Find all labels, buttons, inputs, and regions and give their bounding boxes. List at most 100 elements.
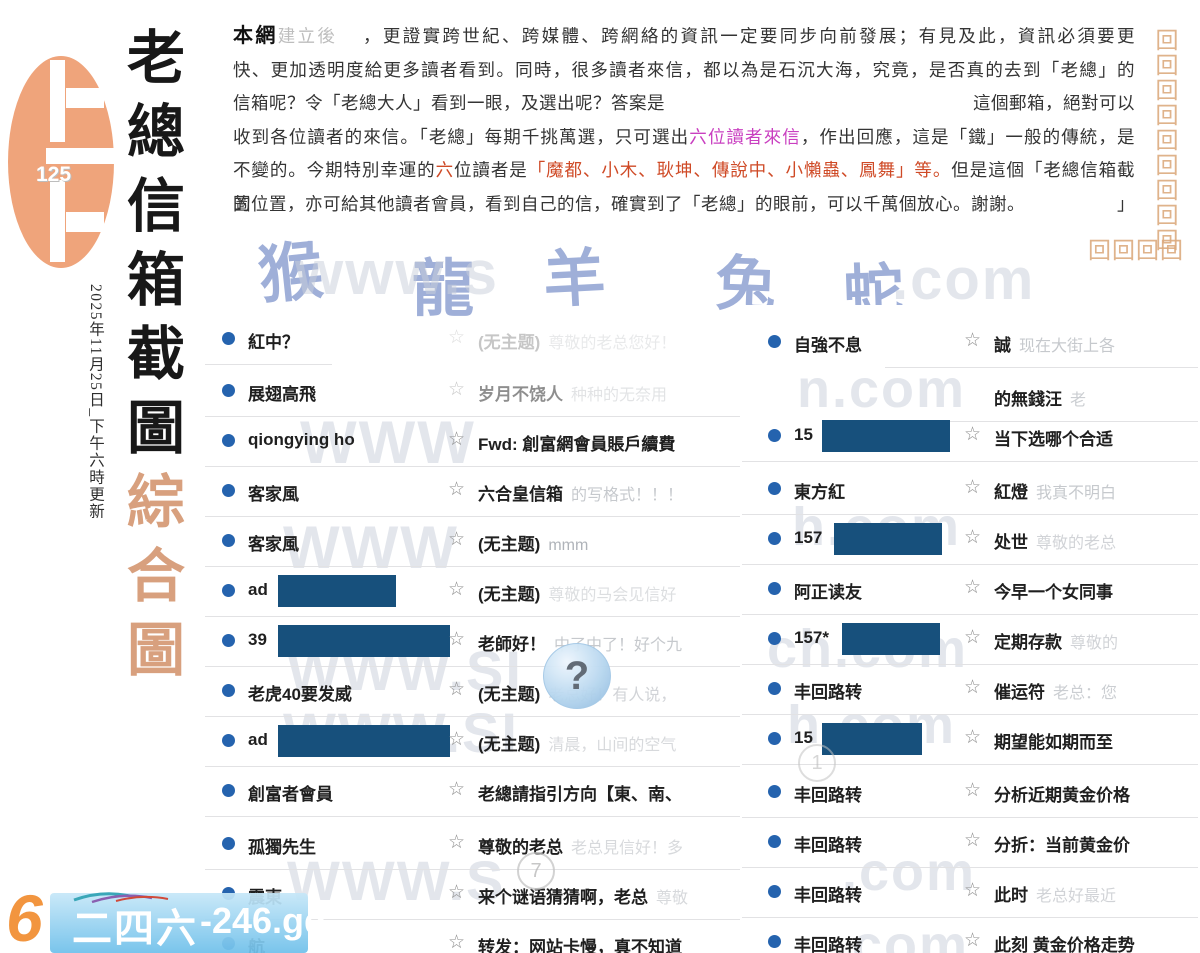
star-icon[interactable]: ☆ [448, 529, 466, 550]
star-icon[interactable]: ☆ [448, 429, 466, 450]
title-char: 截 [126, 322, 185, 387]
mail-subject: 老師好！ [478, 635, 546, 654]
mail-row[interactable]: 阿正读友 ☆ 今早一个女同事 [742, 565, 1200, 615]
mail-subject-line: 誠现在大街上各 [994, 331, 1115, 356]
star-icon[interactable]: ☆ [964, 830, 982, 851]
mail-row[interactable]: 客家風 ☆ 六合皇信箱 的写格式！！！ [205, 467, 742, 517]
row-separator [205, 919, 740, 920]
row-separator [205, 716, 740, 717]
mail-sender: qiongying ho [248, 430, 355, 449]
mail-subject-line: 今早一个女同事 [994, 578, 1113, 603]
unread-dot [222, 384, 235, 397]
mail-row[interactable]: 紅中？ ☆ (无主题) 尊敬的老总您好！ [205, 315, 742, 365]
unread-dot [222, 332, 235, 345]
star-icon[interactable]: ☆ [448, 327, 466, 348]
mail-row[interactable]: qiongying ho ☆ Fwd: 創富網會員賬戶續費 [205, 417, 742, 467]
mail-subject: Fwd: 創富網會員賬戶續費 [478, 435, 676, 454]
row-separator [205, 566, 740, 567]
star-icon[interactable]: ☆ [448, 932, 466, 953]
mail-subject: 此时 [994, 886, 1028, 905]
logo-chinese-name: 二四六 [72, 906, 198, 951]
mail-subject-line: 此时 老总好最近 [994, 881, 1116, 906]
unread-dot [222, 584, 235, 597]
mail-row[interactable]: 15 ☆ 当下选哪个合适 [742, 412, 1200, 462]
mail-preview: 老总見信好！多 [571, 840, 684, 857]
mail-preview: 种种的无奈用 [571, 387, 668, 404]
star-icon[interactable]: ☆ [964, 477, 982, 498]
star-icon[interactable]: ☆ [964, 424, 982, 445]
mail-preview: 尊敬的老总您好！ [548, 335, 677, 352]
logo-brush-strokes [73, 892, 169, 904]
unread-dot [768, 885, 781, 898]
row-separator [205, 766, 740, 767]
mail-sender: 157* [794, 628, 829, 647]
star-icon[interactable]: ☆ [448, 679, 466, 700]
mail-row[interactable]: 東方紅 ☆ 紅燈 我真不明白 [742, 465, 1200, 515]
star-icon[interactable]: ☆ [448, 832, 466, 853]
star-icon[interactable]: ☆ [964, 527, 982, 548]
site-logo-246gd[interactable]: 6 二四六 -246.gd [0, 881, 326, 953]
star-icon[interactable]: ☆ [964, 330, 982, 351]
star-icon[interactable]: ☆ [964, 930, 982, 951]
mail-subject-line: Fwd: 創富網會員賬戶續費 [478, 430, 675, 455]
mail-sender: 紅中？ [248, 333, 299, 352]
mail-subject: 来个谜语猜猜啊，老总 [478, 888, 648, 907]
meander-glyph: 回 [1155, 177, 1179, 203]
mail-row[interactable]: 丰回路转 ☆ 催运符 老总：您 [742, 665, 1200, 715]
unread-dot [768, 632, 781, 645]
star-icon[interactable]: ☆ [964, 627, 982, 648]
zodiac-char-龍: 龍 [412, 256, 475, 324]
meander-glyph: 回 [1155, 127, 1179, 153]
lucky-readers-names: 「魔都、小木、耿坤、傳說中、小懶蟲、鳳舞」等。 [527, 160, 952, 181]
mail-row[interactable]: 丰回路转 ☆ 分折：当前黄金价 [742, 818, 1200, 868]
mail-subject: 岁月不饶人 [478, 385, 563, 404]
mail-row[interactable]: 15 ☆ 期望能如期而至 [742, 715, 1200, 765]
mail-row[interactable]: 客家風 ☆ (无主题) mmm [205, 517, 742, 567]
vertical-page-title: 老總信箱截圖綜合圖 [118, 22, 194, 688]
mail-row[interactable]: 157* ☆ 定期存款 尊敬的 [742, 615, 1200, 665]
mail-sender: 孤獨先生 [248, 838, 316, 857]
mail-row[interactable]: 丰回路转 ☆ 此刻 黄金价格走势 [742, 918, 1200, 953]
mail-subject: (无主题) [478, 685, 541, 704]
mail-row[interactable]: 孤獨先生 ☆ 尊敬的老总 老总見信好！多 [205, 820, 742, 870]
intro-bold-prefix: 本網 [233, 25, 278, 47]
mail-sender: 15 [794, 425, 813, 444]
mail-row[interactable]: 創富者會員 ☆ 老總請指引方向【東、南、 [205, 767, 742, 817]
mail-row[interactable]: 157 ☆ 处世 尊敬的老总 [742, 515, 1200, 565]
mail-sender: 丰回路转 [794, 786, 862, 805]
mail-sender: 客家風 [248, 485, 299, 504]
mail-row[interactable]: 自強不息 ☆ 誠现在大街上各 [742, 318, 1200, 368]
star-icon[interactable]: ☆ [448, 579, 466, 600]
intro-line-5: 不變的。今期特別幸運的六位讀者是「魔都、小木、耿坤、傳說中、小懶蟲、鳳舞」等。但… [233, 154, 1135, 214]
mail-row[interactable]: ad ☆ (无主题) 尊敬的马会见信好 [205, 567, 742, 617]
logo-six-digit: 6 [6, 881, 43, 953]
mail-row[interactable]: 丰回路转 ☆ 分析近期黄金价格 [742, 768, 1200, 818]
mail-list-right-column: 自強不息 ☆ 誠现在大街上各 的無錢汪老 15 ☆ 当下选哪个合适 東方紅 ☆ 紅燈 我真不明白 15… [742, 305, 1200, 953]
star-icon[interactable]: ☆ [448, 479, 466, 500]
star-icon[interactable]: ☆ [448, 779, 466, 800]
mail-row[interactable]: 老虎40要发威 ☆ (无主题) 老总好！有人说， [205, 667, 742, 717]
star-icon[interactable]: ☆ [448, 882, 466, 903]
star-icon[interactable]: ☆ [964, 677, 982, 698]
intro-line-6: 的位置，亦可給其他讀者會員，看到自己的信，確實到了「老總」的眼前，可以千萬個放心… [233, 193, 1025, 214]
redacted-sender [278, 575, 396, 607]
zodiac-char-羊: 羊 [541, 244, 608, 316]
star-icon[interactable]: ☆ [448, 379, 466, 400]
unread-dot [768, 532, 781, 545]
mail-row[interactable]: 的無錢汪老 [742, 367, 1200, 422]
mail-row[interactable]: 展翅高飛 ☆ 岁月不饶人 种种的无奈用 [205, 367, 742, 417]
star-icon[interactable]: ☆ [964, 577, 982, 598]
mail-row[interactable]: ad ☆ (无主题) 清晨，山间的空气 [205, 717, 742, 767]
star-icon[interactable]: ☆ [448, 629, 466, 650]
star-icon[interactable]: ☆ [964, 880, 982, 901]
row-separator [742, 817, 1198, 818]
watermark-text: WWW.S [287, 849, 506, 912]
mail-row[interactable]: 丰回路转 ☆ 此时 老总好最近 [742, 868, 1200, 918]
mail-row[interactable]: 39 ☆ 老師好！ 中了中了！好个九 [205, 617, 742, 667]
help-question-icon[interactable]: ? [543, 643, 611, 709]
star-icon[interactable]: ☆ [964, 780, 982, 801]
star-icon[interactable]: ☆ [448, 729, 466, 750]
row-separator [205, 616, 740, 617]
star-icon[interactable]: ☆ [964, 727, 982, 748]
meander-glyph: 回 [1136, 237, 1160, 263]
